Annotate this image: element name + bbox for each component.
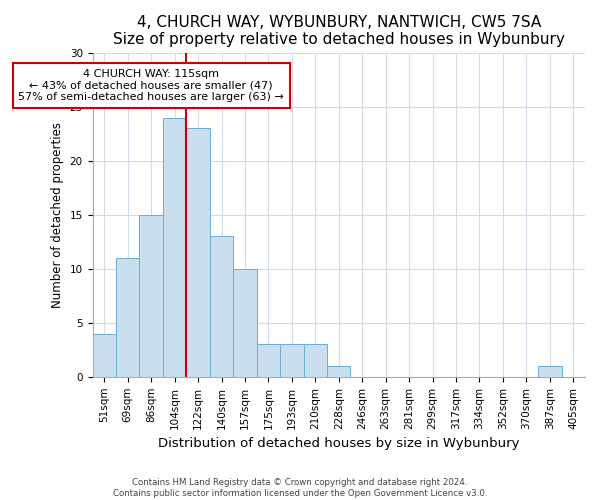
Bar xyxy=(304,344,327,377)
Text: Contains HM Land Registry data © Crown copyright and database right 2024.
Contai: Contains HM Land Registry data © Crown c… xyxy=(113,478,487,498)
Bar xyxy=(538,366,562,377)
Title: 4, CHURCH WAY, WYBUNBURY, NANTWICH, CW5 7SA
Size of property relative to detache: 4, CHURCH WAY, WYBUNBURY, NANTWICH, CW5 … xyxy=(113,15,565,48)
Bar xyxy=(116,258,139,377)
Bar xyxy=(233,269,257,377)
Bar xyxy=(280,344,304,377)
Bar xyxy=(139,215,163,377)
Y-axis label: Number of detached properties: Number of detached properties xyxy=(51,122,64,308)
Bar xyxy=(257,344,280,377)
Bar xyxy=(187,128,210,377)
X-axis label: Distribution of detached houses by size in Wybunbury: Distribution of detached houses by size … xyxy=(158,437,520,450)
Bar xyxy=(92,334,116,377)
Text: 4 CHURCH WAY: 115sqm
← 43% of detached houses are smaller (47)
57% of semi-detac: 4 CHURCH WAY: 115sqm ← 43% of detached h… xyxy=(18,69,284,102)
Bar xyxy=(210,236,233,377)
Bar xyxy=(163,118,187,377)
Bar xyxy=(327,366,350,377)
